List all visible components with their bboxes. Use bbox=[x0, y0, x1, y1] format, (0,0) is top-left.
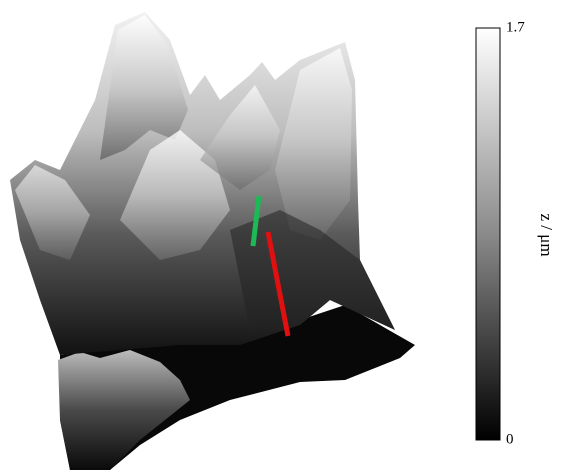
colorbar-tick-label: 1.7 bbox=[506, 19, 525, 35]
colorbar bbox=[476, 28, 500, 440]
colorbar-tick-label: 0 bbox=[506, 431, 514, 447]
figure: z / μm 0 1.7 bbox=[0, 0, 568, 473]
surface-plot bbox=[10, 12, 415, 470]
colorbar-label: z / μm bbox=[537, 213, 556, 256]
